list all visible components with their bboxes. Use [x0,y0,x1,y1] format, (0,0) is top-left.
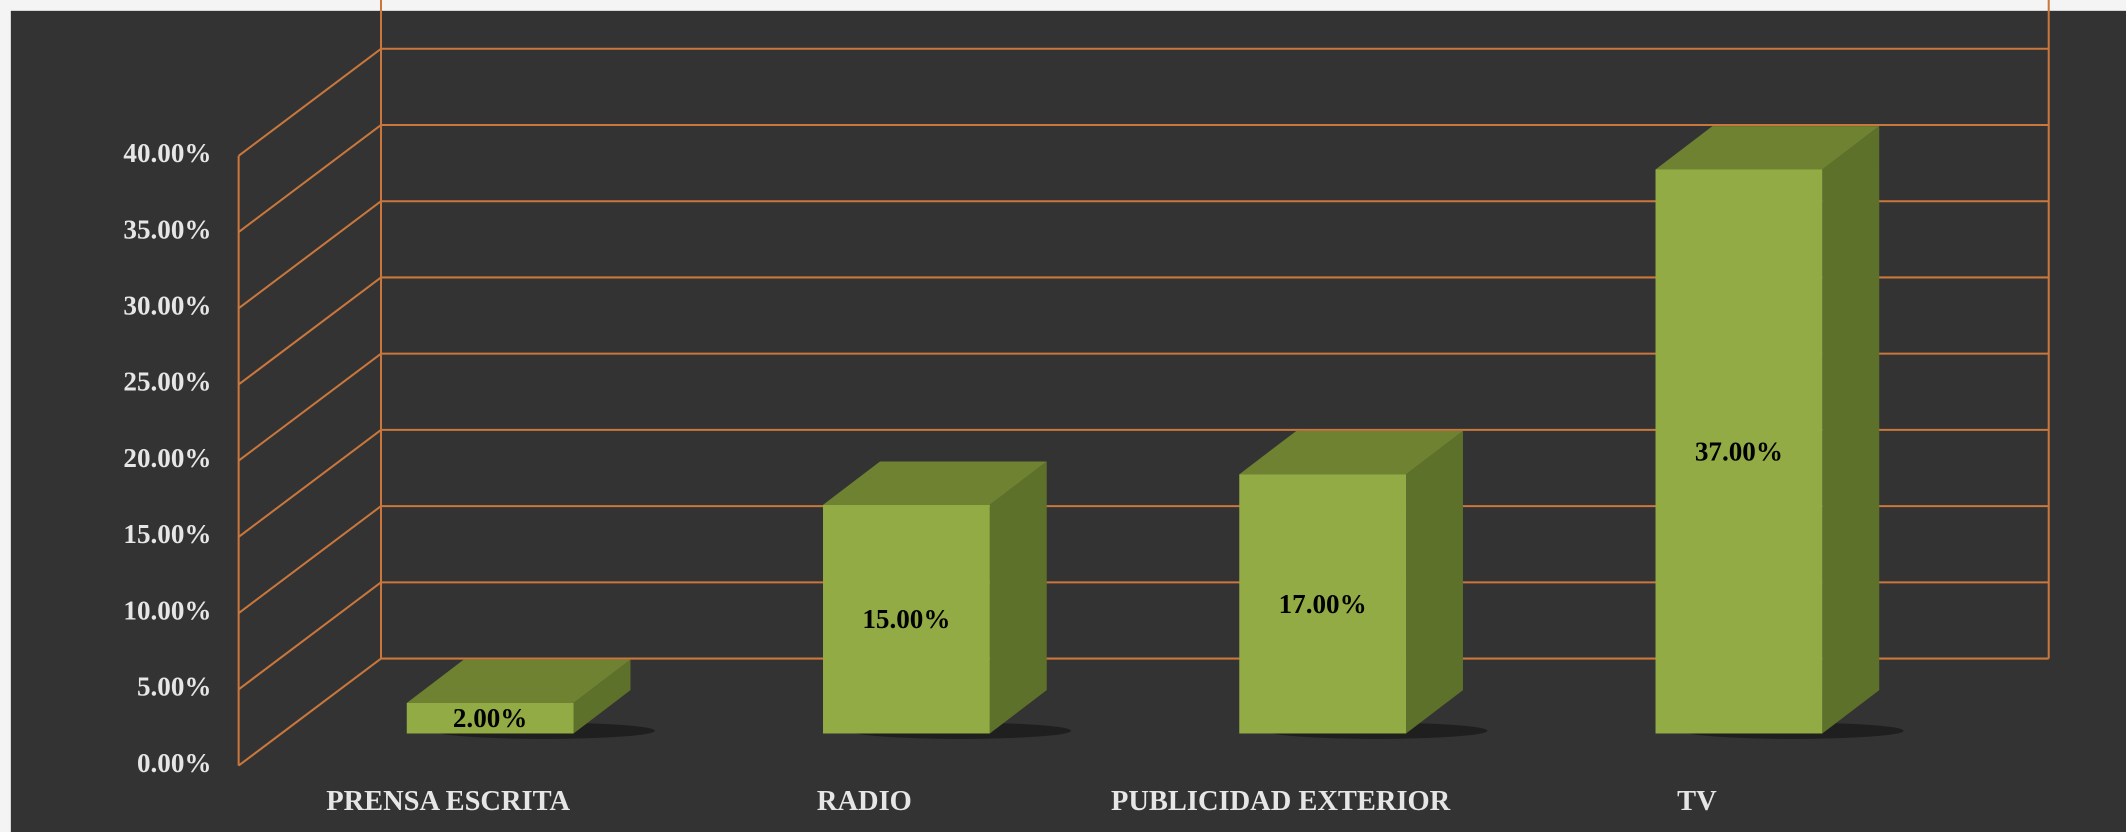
bar [406,702,574,734]
bar-top [1239,430,1463,475]
x-tick-label: TV [1677,786,1717,817]
grid-line [238,47,382,157]
bar-top [406,659,631,703]
grid-line [238,581,382,691]
data-label: 17.00% [1279,589,1367,619]
y-tick-label: 5.00% [137,672,212,702]
bar-side [989,461,1047,734]
bar [823,504,990,734]
y-tick-label: 40.00% [123,138,211,168]
data-label: 2.00% [453,703,528,733]
x-tick-label: PUBLICIDAD EXTERIOR [1111,786,1451,817]
y-tick-label: 15.00% [123,519,211,549]
grid-line [238,657,382,767]
grid-line [238,200,382,310]
bar-top [823,461,1047,505]
data-label: 37.00% [1695,436,1783,466]
y-tick-label: 0.00% [137,748,212,778]
grid-line [238,352,382,462]
x-tick-label: RADIO [817,786,912,817]
x-tick-label: PRENSA ESCRITA [326,786,570,817]
grid-line [238,429,382,538]
grid-line [238,505,382,614]
y-tick-label: 30.00% [123,290,211,320]
y-tick-label: 25.00% [123,367,211,397]
bar-side [1406,430,1463,734]
bar-side [1822,126,1880,734]
y-tick-label: 10.00% [123,595,211,625]
bar-side [573,659,631,734]
data-label: 15.00% [862,604,950,634]
bar [1239,474,1407,734]
y-tick-label: 35.00% [123,214,211,244]
grid-line [238,276,382,386]
y-tick-label: 20.00% [123,443,211,473]
grid-line [238,124,382,233]
bar-top [1655,126,1880,170]
bar [1655,169,1823,734]
